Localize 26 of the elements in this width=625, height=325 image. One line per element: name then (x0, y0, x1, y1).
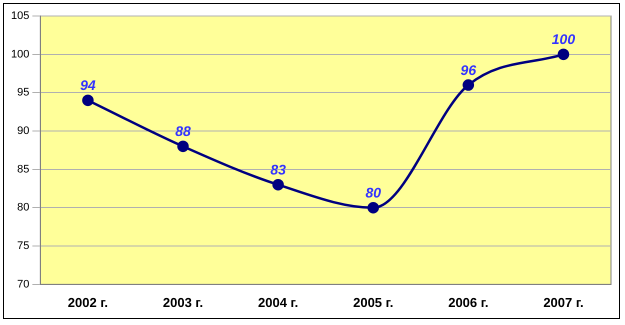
point (367, 202, 379, 214)
y-tick-label: 100 (10, 48, 30, 60)
data-label: 80 (365, 184, 382, 201)
data-label: 83 (270, 162, 286, 178)
point (177, 140, 189, 152)
y-tick-label: 105 (10, 10, 30, 22)
data-label: 100 (552, 31, 576, 48)
x-tick-label: 2004 г. (258, 294, 298, 310)
x-tick-label: 2002 г. (68, 294, 108, 310)
x-tick-label: 2003 г. (162, 294, 204, 310)
data-label: 94 (80, 77, 96, 94)
x-tick-label: 2007 г. (543, 294, 584, 310)
point (82, 94, 94, 106)
y-tick-label: 90 (17, 125, 30, 138)
y-tick-label: 75 (17, 240, 30, 252)
y-tick-label: 70 (17, 278, 30, 290)
x-tick-label: 2006 г. (448, 294, 488, 310)
y-tick-label: 80 (17, 202, 30, 214)
x-tick-label: 2005 г. (353, 294, 394, 310)
point (272, 178, 284, 190)
y-tick-label: 95 (17, 86, 30, 99)
point (462, 79, 474, 91)
y-tick-label: 85 (17, 163, 30, 176)
point (558, 48, 570, 60)
data-label: 96 (460, 62, 476, 78)
data-label: 88 (175, 123, 192, 140)
